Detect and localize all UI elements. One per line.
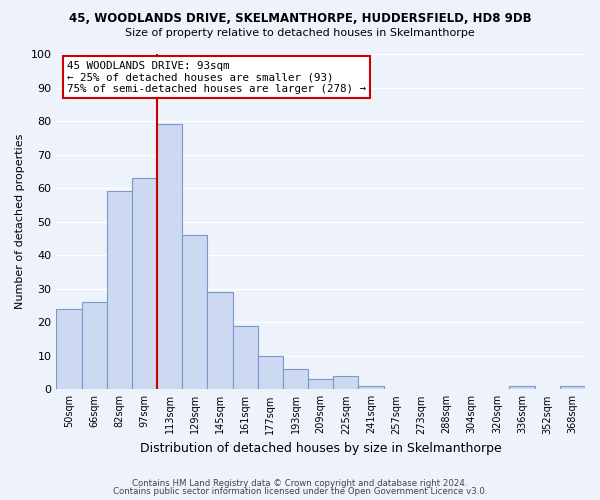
Bar <box>56 309 82 390</box>
Y-axis label: Number of detached properties: Number of detached properties <box>15 134 25 310</box>
Bar <box>233 326 258 390</box>
Bar <box>82 302 107 390</box>
Text: 45 WOODLANDS DRIVE: 93sqm
← 25% of detached houses are smaller (93)
75% of semi-: 45 WOODLANDS DRIVE: 93sqm ← 25% of detac… <box>67 60 366 94</box>
X-axis label: Distribution of detached houses by size in Skelmanthorpe: Distribution of detached houses by size … <box>140 442 502 455</box>
Bar <box>258 356 283 390</box>
Text: 45, WOODLANDS DRIVE, SKELMANTHORPE, HUDDERSFIELD, HD8 9DB: 45, WOODLANDS DRIVE, SKELMANTHORPE, HUDD… <box>68 12 532 26</box>
Bar <box>509 386 535 390</box>
Text: Contains HM Land Registry data © Crown copyright and database right 2024.: Contains HM Land Registry data © Crown c… <box>132 478 468 488</box>
Bar <box>333 376 358 390</box>
Bar <box>157 124 182 390</box>
Bar <box>283 369 308 390</box>
Bar <box>358 386 383 390</box>
Bar <box>308 379 333 390</box>
Bar <box>182 235 208 390</box>
Bar <box>107 192 132 390</box>
Text: Size of property relative to detached houses in Skelmanthorpe: Size of property relative to detached ho… <box>125 28 475 38</box>
Bar <box>132 178 157 390</box>
Bar <box>560 386 585 390</box>
Bar <box>208 292 233 390</box>
Text: Contains public sector information licensed under the Open Government Licence v3: Contains public sector information licen… <box>113 487 487 496</box>
